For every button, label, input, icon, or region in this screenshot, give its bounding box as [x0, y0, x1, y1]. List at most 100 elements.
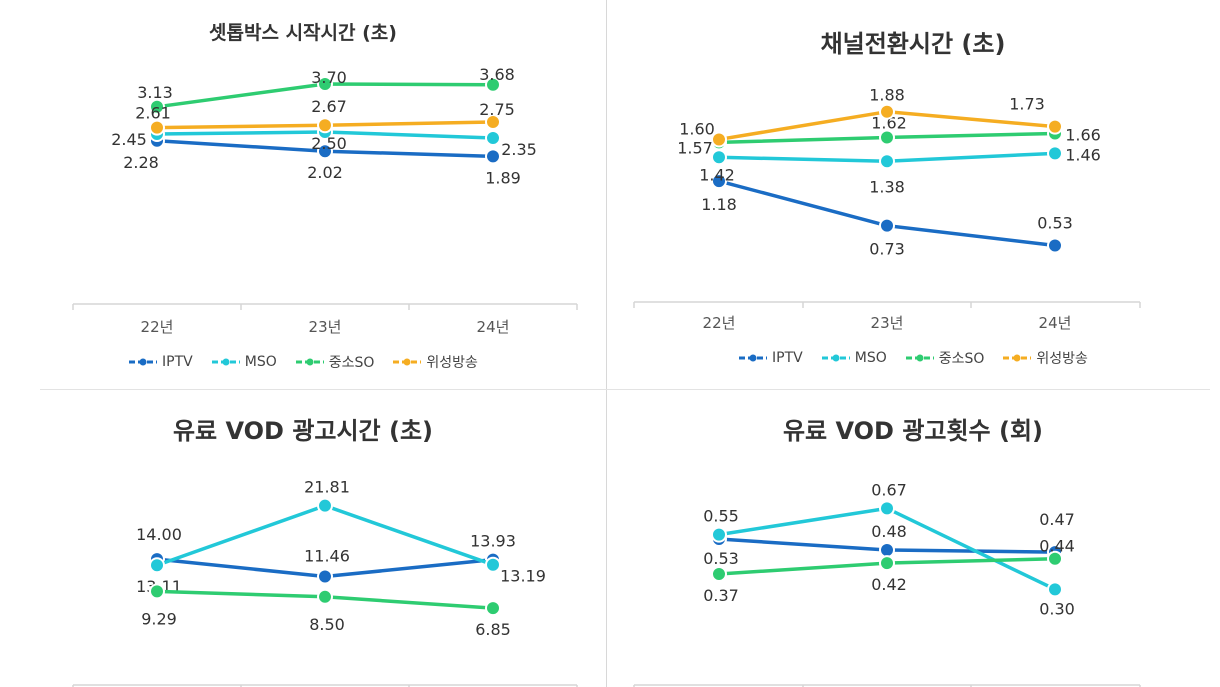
- data-label: 13.93: [470, 532, 516, 551]
- data-label: 0.73: [869, 240, 905, 259]
- vertical-divider: [606, 0, 607, 687]
- data-label: 6.85: [475, 620, 511, 639]
- data-label: 21.81: [304, 478, 350, 497]
- chart-title: 유료 VOD 광고횟수 (회): [782, 417, 1044, 445]
- data-label: 0.53: [703, 549, 739, 568]
- legend-label: MSO: [244, 354, 277, 370]
- data-label: 2.45: [111, 130, 147, 149]
- chart-title: 채널전환시간 (초): [820, 30, 1006, 58]
- legend-swatch: [1003, 354, 1032, 362]
- data-point: [149, 98, 165, 115]
- data-point: [711, 566, 727, 583]
- legend-swatch: [211, 358, 240, 366]
- data-point: [485, 114, 501, 130]
- data-label: 2.28: [123, 153, 159, 172]
- data-label: 1.18: [701, 195, 737, 214]
- data-label: 2.35: [501, 140, 537, 159]
- legend-label: 중소SO: [328, 355, 375, 371]
- data-label: 1.42: [699, 165, 735, 184]
- legend: IPTV MSO 중소SO 위성방송: [0, 352, 606, 372]
- data-point: [485, 148, 501, 165]
- data-point: [485, 76, 501, 93]
- legend-item: IPTV: [128, 352, 193, 372]
- data-label: 3.13: [137, 83, 173, 102]
- data-point: [711, 149, 727, 166]
- data-point: [317, 117, 333, 134]
- data-label: 11.46: [304, 547, 350, 566]
- data-label: 1.57: [677, 138, 713, 157]
- data-label: 3.70: [311, 68, 347, 87]
- legend-label: MSO: [854, 350, 887, 366]
- data-point: [1047, 581, 1063, 598]
- legend-swatch: [295, 358, 324, 366]
- data-point: [879, 103, 895, 120]
- data-label: 1.60: [679, 119, 715, 138]
- legend-swatch-dot: [306, 358, 314, 366]
- data-label: 1.88: [869, 86, 905, 105]
- data-label: 0.67: [871, 480, 907, 499]
- data-point: [1047, 145, 1063, 162]
- data-label: 0.37: [703, 586, 739, 605]
- data-point: [485, 556, 501, 573]
- data-label: 14.00: [136, 525, 182, 544]
- data-label: 1.66: [1065, 126, 1101, 145]
- data-point: [485, 130, 501, 146]
- chart-panel: 유료 VOD 광고횟수 (회) 0.53 0.48 0.47 0.55 0.67 0.30 0…: [606, 389, 1220, 687]
- x-tick-label: 24년: [1039, 314, 1072, 332]
- data-point: [879, 217, 895, 234]
- legend-item: MSO: [211, 352, 277, 372]
- line-chart-svg: 0.53 0.48 0.47 0.55 0.67 0.30 0.37 0.42 0.44: [633, 480, 1141, 687]
- legend-swatch-dot: [832, 354, 840, 362]
- data-point: [317, 497, 333, 514]
- data-label: 0.53: [1037, 213, 1073, 232]
- data-label: 2.67: [311, 97, 347, 116]
- data-label: 2.61: [135, 104, 171, 123]
- line-chart-svg: 14.0011.4613.9313.1121.8113.199.298.506.…: [72, 478, 578, 687]
- x-tick-label: 23년: [871, 314, 904, 332]
- legend-swatch-dot: [1013, 354, 1021, 362]
- data-point: [711, 173, 727, 190]
- data-point: [711, 526, 727, 543]
- data-label: 0.42: [871, 575, 907, 594]
- legend: IPTV MSO 중소SO 위성방송: [606, 348, 1220, 368]
- data-label: 2.50: [311, 134, 347, 153]
- chart-panel: 셋톱박스 시작시간 (초) 22년 23년 24년 2.28 2.02 1.89 2.45 2.…: [0, 0, 606, 389]
- data-point: [1047, 118, 1063, 135]
- data-point: [879, 129, 895, 146]
- data-point: [317, 143, 333, 160]
- data-label: 1.73: [1009, 95, 1045, 114]
- data-label: 0.55: [703, 507, 739, 526]
- data-point: [317, 568, 333, 585]
- data-label: 0.30: [1039, 599, 1075, 618]
- data-point: [149, 119, 165, 136]
- legend-item: IPTV: [738, 348, 803, 368]
- data-point: [317, 76, 333, 92]
- legend-swatch-dot: [403, 358, 411, 366]
- legend-item: 위성방송: [1002, 348, 1088, 368]
- data-point: [711, 131, 727, 148]
- x-tick-label: 22년: [141, 318, 174, 336]
- data-point: [879, 541, 895, 558]
- line-chart-svg: 22년 23년 24년 2.28 2.02 1.89 2.45 2.50 2.35 3.13 3.7…: [72, 65, 578, 336]
- legend-label: IPTV: [162, 354, 193, 370]
- data-label: 3.68: [479, 65, 515, 84]
- data-label: 0.44: [1039, 537, 1075, 556]
- data-point: [149, 557, 165, 574]
- chart-panel: 채널전환시간 (초) 22년 23년 24년 1.18 0.73 0.53 1.42 1.38 1…: [606, 0, 1220, 389]
- horizontal-divider: [40, 389, 1210, 390]
- data-label: 1.89: [485, 168, 521, 187]
- data-point: [1047, 550, 1063, 567]
- data-label: 0.48: [871, 522, 907, 541]
- legend-swatch-dot: [139, 358, 147, 366]
- legend-item: 중소SO: [295, 352, 375, 372]
- legend-label: 위성방송: [1036, 351, 1088, 367]
- x-tick-label: 23년: [309, 318, 342, 336]
- data-label: 9.29: [141, 609, 177, 628]
- data-point: [879, 555, 895, 572]
- data-label: 8.50: [309, 615, 345, 634]
- data-label: 1.46: [1065, 145, 1101, 164]
- data-label: 13.19: [500, 567, 546, 586]
- chart-title: 셋톱박스 시작시간 (초): [209, 22, 397, 44]
- legend-label: IPTV: [772, 350, 803, 366]
